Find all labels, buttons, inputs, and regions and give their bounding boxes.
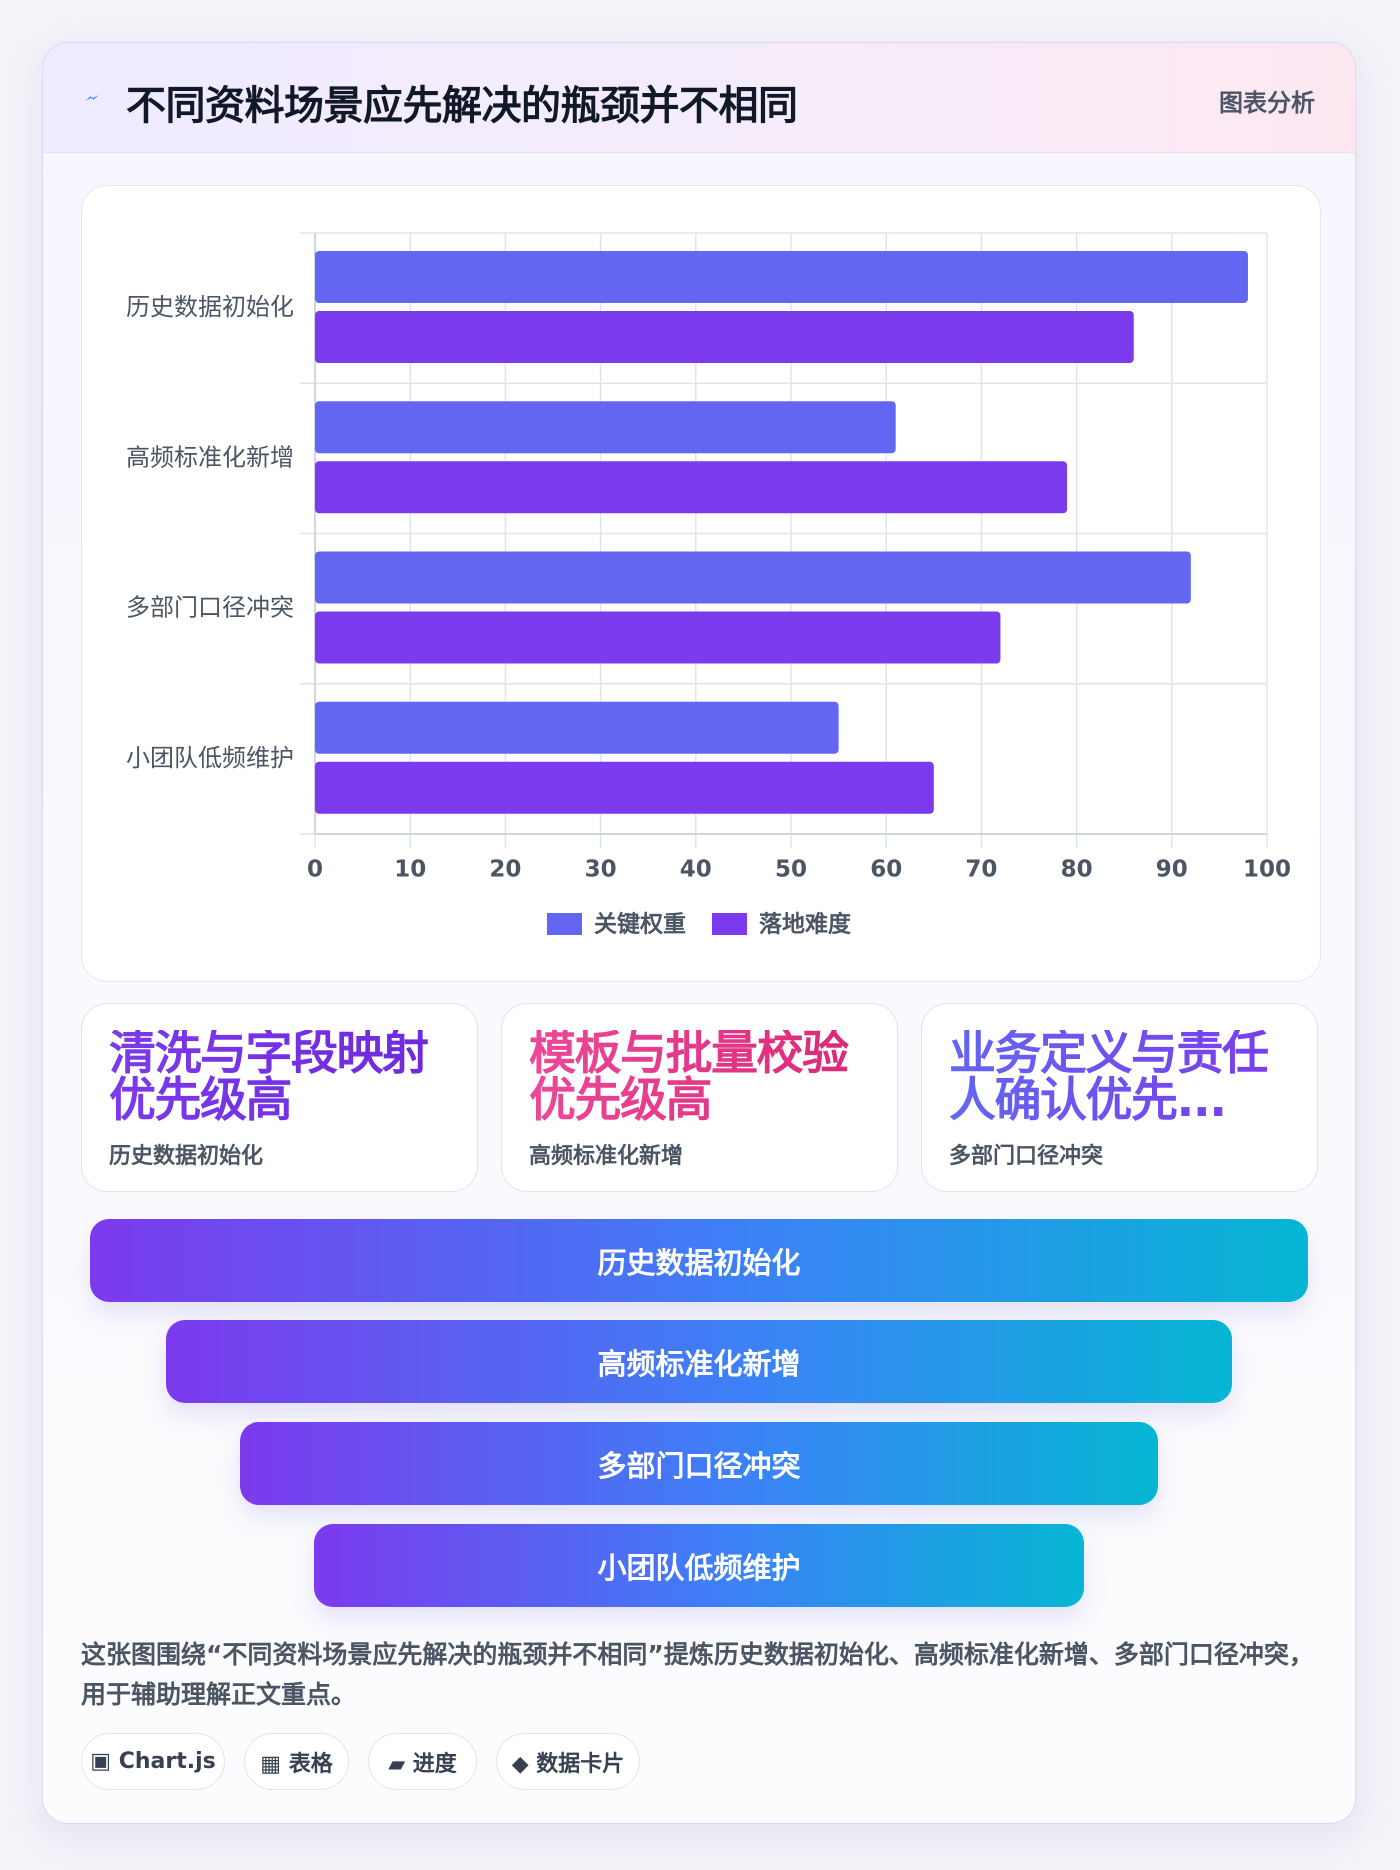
funnel-step: 多部门口径冲突: [240, 1422, 1158, 1505]
card-headline: 模板与批量校验优先级高: [529, 1030, 875, 1124]
insight-card: 模板与批量校验优先级高高频标准化新增: [501, 1003, 898, 1192]
funnel-step: 历史数据初始化: [90, 1219, 1308, 1302]
legend-swatch: [712, 913, 747, 935]
x-tick-label: 20: [489, 857, 521, 883]
tech-chip: ▣ Chart.js: [81, 1733, 225, 1790]
x-tick-label: 60: [870, 857, 902, 883]
card-subtitle: 多部门口径冲突: [949, 1144, 1104, 1169]
header: 不同资料场景应先解决的瓶颈并不相同 图表分析: [43, 43, 1355, 153]
card-subtitle: 历史数据初始化: [109, 1144, 264, 1169]
x-tick-label: 80: [1061, 857, 1093, 883]
insight-card: 清洗与字段映射优先级高历史数据初始化: [81, 1003, 478, 1192]
legend-swatch: [547, 913, 582, 935]
funnel-step: 小团队低频维护: [314, 1524, 1084, 1607]
x-tick-label: 30: [585, 857, 617, 883]
x-tick-label: 10: [394, 857, 426, 883]
outer-card: 不同资料场景应先解决的瓶颈并不相同 图表分析 0 10 20 30 40 50 60 70 80…: [42, 42, 1356, 1824]
y-tick-label: 小团队低频维护: [126, 744, 294, 772]
bar: [315, 401, 896, 454]
bar: [315, 761, 934, 814]
description: 这张图围绕“不同资料场景应先解决的瓶颈并不相同”提炼历史数据初始化、高频标准化新…: [81, 1640, 1314, 1709]
y-tick-label: 高频标准化新增: [126, 443, 294, 471]
x-tick-label: 40: [680, 857, 712, 883]
header-title: 不同资料场景应先解决的瓶颈并不相同: [126, 83, 798, 129]
bar: [315, 461, 1068, 514]
bar: [315, 701, 839, 754]
bar: [315, 311, 1134, 363]
funnel-step: 高频标准化新增: [166, 1320, 1232, 1403]
chart: 0 10 20 30 40 50 60 70 80 90 100 历史数据初始化高频标准化新增多部门口…: [126, 232, 1291, 938]
legend-label: 关键权重: [594, 911, 686, 938]
bar: [315, 611, 1001, 664]
bar: [315, 251, 1248, 303]
header-icon: [85, 95, 99, 101]
y-tick-label: 历史数据初始化: [126, 293, 294, 321]
tech-chip: ◆ 数据卡片: [496, 1733, 640, 1790]
x-tick-label: 100: [1243, 857, 1291, 883]
legend-label: 落地难度: [759, 911, 852, 938]
card-subtitle: 高频标准化新增: [529, 1144, 684, 1169]
x-tick-label: 50: [775, 857, 807, 883]
chart-panel: 0 10 20 30 40 50 60 70 80 90 100 历史数据初始化 高频标准化新增 多部门口…: [81, 185, 1321, 982]
tech-chip: ▦ 表格: [244, 1733, 349, 1790]
bar: [315, 551, 1191, 604]
insight-card: 业务定义与责任人确认优先... 多部门口径冲突: [921, 1003, 1318, 1192]
x-tick-label: 0: [307, 857, 323, 883]
tech-chip: ▰ 进度: [368, 1733, 477, 1790]
x-tick-label: 70: [965, 857, 997, 883]
card-headline: 业务定义与责任人确认优先...: [949, 1030, 1295, 1124]
card-headline: 清洗与字段映射优先级高: [109, 1030, 455, 1124]
x-tick-label: 90: [1156, 857, 1188, 883]
header-tag: 图表分析: [1219, 89, 1315, 117]
y-tick-label: 多部门口径冲突: [126, 594, 294, 622]
